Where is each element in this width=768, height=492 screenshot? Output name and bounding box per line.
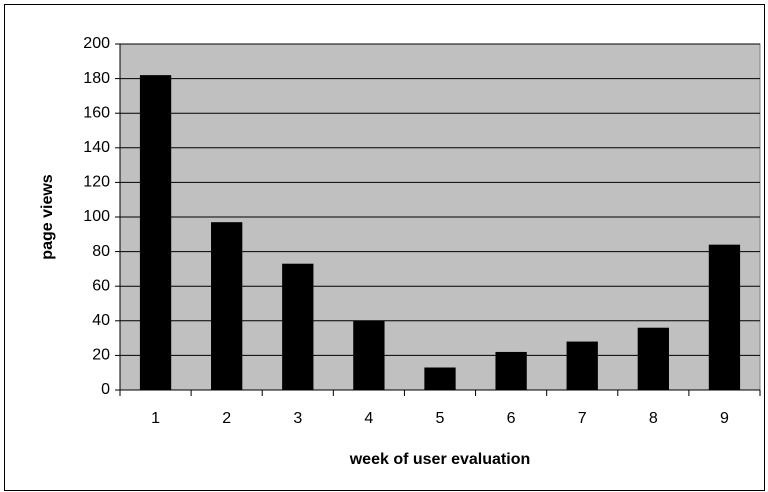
- bar: [637, 327, 669, 390]
- x-tick-label: 6: [507, 410, 516, 427]
- bar: [282, 263, 314, 390]
- y-tick-label: 60: [92, 277, 110, 294]
- x-axis-title: week of user evaluation: [349, 451, 531, 468]
- x-tick-label: 5: [436, 410, 445, 427]
- x-tick-label: 9: [720, 410, 729, 427]
- x-tick-label: 8: [649, 410, 658, 427]
- y-tick-label: 40: [92, 312, 110, 329]
- y-tick-label: 180: [83, 70, 110, 87]
- bar: [139, 75, 172, 390]
- y-tick-label: 80: [92, 243, 110, 260]
- bar: [353, 320, 385, 390]
- bar: [211, 222, 243, 390]
- bar: [424, 367, 456, 390]
- x-tick-label: 2: [222, 410, 231, 427]
- y-tick-label: 100: [83, 208, 110, 225]
- y-tick-label: 140: [83, 139, 110, 156]
- bar: [566, 341, 598, 390]
- y-axis-title: page views: [39, 174, 56, 259]
- y-tick-label: 200: [83, 35, 110, 52]
- bar: [708, 244, 741, 390]
- x-tick-label: 3: [293, 410, 302, 427]
- x-tick-label: 7: [578, 410, 587, 427]
- y-tick-label: 0: [101, 381, 110, 398]
- x-tick-label: 4: [364, 410, 373, 427]
- bar: [495, 351, 527, 390]
- y-tick-label: 160: [83, 104, 110, 121]
- y-tick-label: 20: [92, 347, 110, 364]
- y-tick-label: 120: [83, 174, 110, 191]
- x-tick-label: 1: [151, 410, 160, 427]
